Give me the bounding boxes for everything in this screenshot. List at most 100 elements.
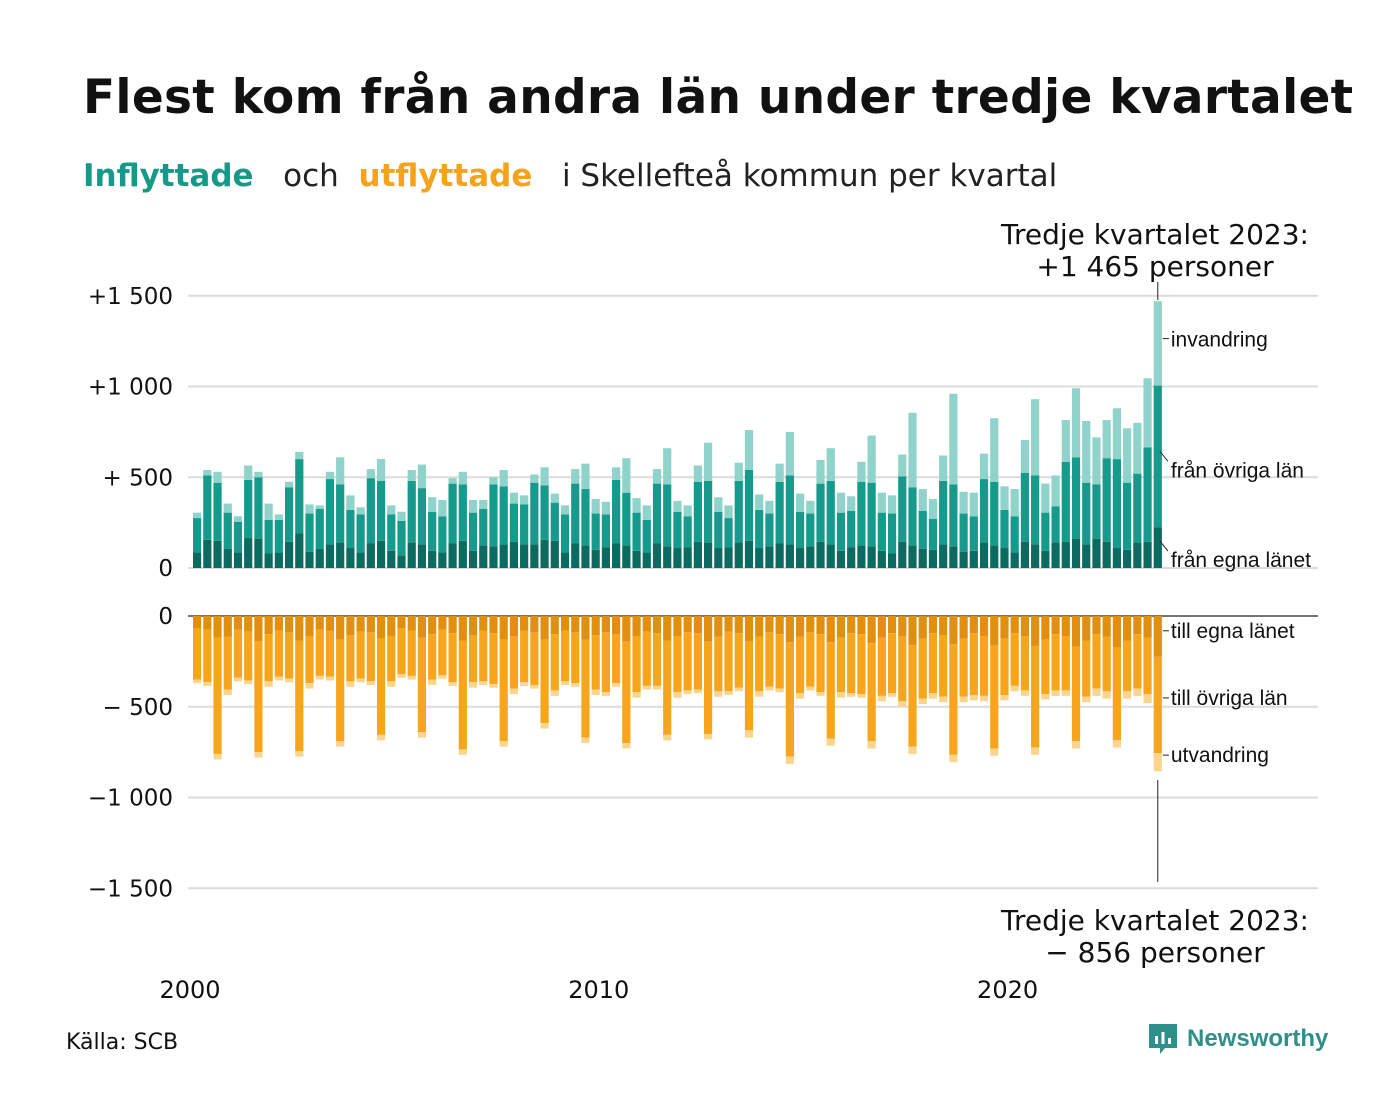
bar-från-egna-länet (244, 538, 253, 568)
bar-till-övriga-län (407, 630, 416, 676)
bar-utvandring (785, 756, 794, 764)
bar-till-egna-länet (775, 616, 784, 635)
bar-invandring (264, 503, 273, 520)
bar-från-övriga-län (601, 514, 610, 548)
bar-från-egna-länet (714, 548, 723, 568)
bar-från-egna-länet (397, 555, 406, 568)
bar-från-egna-länet (857, 545, 866, 568)
bar-invandring (765, 500, 774, 514)
bar-invandring (816, 460, 825, 484)
bar-invandring (704, 442, 713, 481)
bar-till-egna-länet (1102, 616, 1111, 637)
bar-till-övriga-län (468, 635, 478, 683)
bar-till-övriga-län (223, 636, 232, 690)
bar-till-övriga-län (1112, 647, 1121, 741)
series-label: från övriga län (1171, 459, 1304, 482)
y-tick-label: 0 (158, 604, 173, 630)
bar-invandring (336, 457, 345, 485)
bar-till-övriga-län (458, 640, 467, 750)
bar-till-övriga-län (203, 629, 212, 683)
bar-från-övriga-län (366, 478, 375, 544)
bar-till-egna-länet (806, 616, 815, 633)
bar-från-övriga-län (213, 482, 222, 541)
bar-till-övriga-län (193, 628, 202, 680)
bar-till-övriga-län (887, 633, 897, 694)
bar-utvandring (520, 682, 529, 686)
bar-till-övriga-län (336, 639, 345, 742)
bar-från-övriga-län (857, 481, 866, 546)
bar-utvandring (979, 695, 989, 702)
bar-till-övriga-län (693, 633, 702, 690)
bar-till-egna-länet (755, 616, 764, 637)
bar-invandring (898, 454, 907, 477)
bar-från-egna-länet (407, 542, 416, 568)
subtitle-inflyttade: Inflyttade (83, 158, 254, 194)
bar-invandring (438, 499, 447, 517)
bar-utvandring (1112, 740, 1121, 748)
bar-från-egna-länet (693, 541, 702, 568)
bar-från-övriga-län (284, 487, 294, 542)
bar-från-övriga-län (612, 479, 621, 544)
bar-från-egna-länet (468, 550, 478, 568)
bar-utvandring (591, 689, 600, 695)
bar-från-egna-länet (601, 547, 610, 568)
bar-invandring (560, 505, 570, 515)
bar-invandring (795, 493, 805, 512)
bar-invandring (315, 505, 324, 510)
bar-från-övriga-län (560, 514, 570, 553)
bar-från-egna-länet (1010, 552, 1019, 568)
bar-utvandring (336, 741, 345, 747)
bar-till-egna-länet (928, 616, 938, 634)
bar-till-övriga-län (714, 636, 723, 692)
bar-till-övriga-län (254, 641, 263, 753)
bar-till-övriga-län (816, 634, 825, 693)
bar-till-övriga-län (877, 637, 886, 696)
label-tick (1159, 450, 1169, 462)
bar-till-övriga-län (376, 638, 386, 735)
bar-från-övriga-län (887, 513, 897, 554)
bar-utvandring (1153, 753, 1162, 772)
bar-invandring (652, 469, 662, 484)
bar-invandring (356, 507, 365, 515)
bar-utvandring (499, 741, 508, 747)
bar-till-övriga-län (560, 630, 570, 682)
bar-invandring (387, 505, 396, 515)
bar-från-egna-länet (755, 548, 764, 568)
bar-till-egna-länet (448, 616, 457, 634)
bar-till-egna-länet (1061, 616, 1070, 636)
annotation-bottom-line1: Tredje kvartalet 2023: (1000, 904, 1309, 937)
bar-från-övriga-län (448, 483, 457, 544)
bar-invandring (203, 469, 212, 476)
bar-från-egna-länet (428, 550, 437, 568)
bar-utvandring (826, 738, 835, 746)
bar-från-egna-länet (724, 547, 733, 568)
bar-till-övriga-län (520, 630, 529, 683)
bar-till-övriga-län (847, 633, 856, 694)
bar-från-övriga-län (806, 513, 815, 547)
bar-invandring (428, 497, 437, 512)
bar-utvandring (1061, 690, 1070, 696)
bar-från-övriga-län (724, 518, 733, 548)
bar-utvandring (704, 733, 713, 740)
bar-invandring (969, 492, 978, 517)
bar-till-övriga-län (765, 632, 774, 687)
bar-utvandring (795, 693, 805, 699)
y-tick-label: − 500 (103, 695, 173, 721)
bar-utvandring (908, 746, 917, 754)
bar-från-övriga-län (571, 483, 580, 544)
bar-invandring (244, 465, 253, 480)
bar-från-övriga-län (1082, 482, 1091, 545)
bar-från-övriga-län (908, 487, 917, 546)
bar-till-övriga-län (489, 633, 498, 685)
bar-till-egna-länet (203, 616, 212, 630)
bar-från-egna-länet (632, 550, 641, 568)
bar-utvandring (673, 692, 682, 698)
bar-till-övriga-län (530, 632, 539, 685)
bar-från-övriga-län (877, 512, 886, 551)
bar-från-övriga-län (928, 518, 938, 550)
bar-utvandring (489, 684, 498, 688)
bar-från-övriga-län (438, 516, 447, 553)
bar-invandring (479, 499, 488, 510)
bar-invandring (509, 492, 519, 504)
